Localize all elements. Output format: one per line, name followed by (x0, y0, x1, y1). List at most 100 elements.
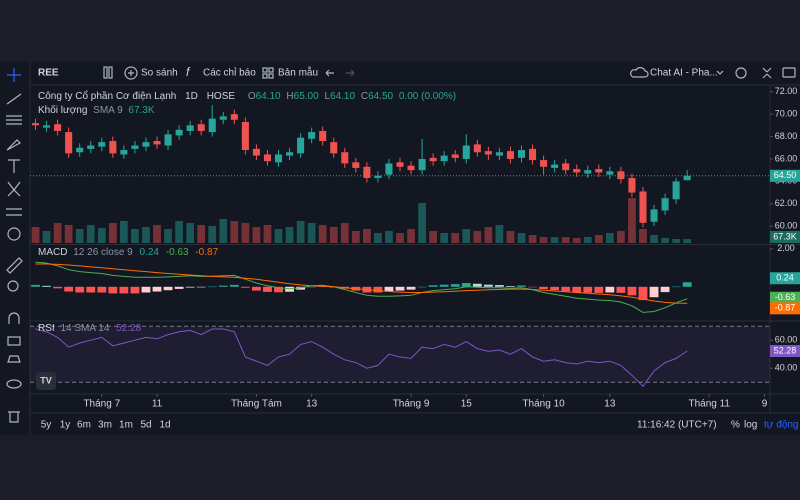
range-button[interactable]: 6m (77, 420, 91, 431)
macd-histogram-bar (572, 286, 582, 293)
ohlc-key: C (361, 91, 368, 102)
candle-body (252, 148, 260, 156)
ohlc-value: 64.10 (330, 91, 355, 102)
percent-toggle[interactable]: % (731, 420, 740, 431)
macd-histogram-bar (384, 286, 394, 292)
volume-bar (31, 227, 40, 243)
rsi-tag-bg (770, 345, 800, 358)
candle-body (308, 132, 316, 139)
crosshair-tool[interactable] (7, 68, 21, 82)
candle-body (197, 124, 205, 131)
indicators-button[interactable]: Các chỉ báo (203, 67, 256, 79)
macd-histogram-bar (42, 285, 51, 287)
macd-histogram-bar (373, 286, 383, 293)
chat-dropdown[interactable] (716, 70, 724, 75)
main-legend: Công ty Cổ phần Cơ điện Lạnh 1D HOSE O64… (38, 90, 456, 102)
volume-bar (318, 225, 327, 243)
compare-icon[interactable] (124, 66, 138, 80)
settings[interactable] (735, 67, 747, 79)
volume-bar (639, 229, 647, 243)
indicators-icon: f (186, 65, 191, 79)
magnet-tool[interactable] (8, 312, 20, 324)
zoom-tool[interactable] (7, 280, 19, 292)
candle-body (418, 158, 426, 171)
candle-body (319, 130, 327, 142)
volume-tag: 67.3K (773, 231, 797, 241)
volume-bar (97, 228, 106, 243)
volume-legend: Khối lượng SMA 9 67.3K (38, 104, 155, 116)
delete-tool[interactable] (8, 411, 20, 423)
log-toggle[interactable]: log (744, 420, 757, 431)
candle-body (142, 142, 150, 147)
candle-body (186, 125, 194, 131)
snapshot[interactable] (782, 67, 796, 78)
ruler-tool[interactable] (6, 257, 23, 274)
volume-bar (462, 229, 471, 243)
range-button[interactable]: 1m (119, 420, 133, 431)
candle-body (606, 171, 614, 175)
icons-tool[interactable] (7, 227, 21, 241)
volume-bar (219, 219, 228, 243)
candle-body (175, 129, 183, 136)
compare-button[interactable]: So sánh (141, 68, 178, 79)
templates-button[interactable]: Bản mẫu (278, 66, 318, 79)
lock-drawings[interactable] (7, 355, 21, 363)
macd-histogram-bar (539, 286, 548, 290)
range-button[interactable]: 5d (140, 420, 151, 431)
rsi-value: 52.28 (116, 323, 141, 334)
drawing-tools (6, 68, 23, 423)
candle-body (43, 125, 51, 128)
redo[interactable] (346, 69, 355, 77)
volume-bar (418, 203, 426, 243)
volume-bar (120, 221, 128, 243)
volume-bar (53, 223, 62, 243)
candle-body (385, 163, 393, 175)
symbol[interactable]: REE (38, 68, 59, 79)
macd-histogram-bar (649, 286, 659, 298)
pattern-tool[interactable] (7, 181, 21, 197)
range-button[interactable]: 1d (159, 420, 170, 431)
macd-hist-tag-bg (770, 272, 800, 285)
candle-body (529, 148, 537, 161)
lock-tool[interactable] (7, 336, 21, 346)
candle-body (407, 165, 415, 171)
macd-params: 12 26 close 9 (73, 247, 133, 258)
text-tool[interactable] (8, 159, 20, 173)
volume-bar (473, 231, 482, 243)
macd-histogram-bar (638, 286, 648, 301)
macd-histogram-bar (141, 286, 151, 293)
fib-tool[interactable] (6, 115, 22, 125)
trendline-tool[interactable] (6, 93, 22, 105)
ohlc-value: 65.00 (294, 91, 319, 102)
volume-name: Khối lượng (38, 104, 87, 116)
y-tick-label: 68.00 (775, 131, 798, 141)
ohlc-value: 64.10 (256, 91, 281, 102)
fullscreen[interactable] (762, 67, 772, 79)
candle-body (484, 151, 492, 155)
cloud-icon (630, 67, 649, 78)
brush-tool[interactable] (6, 139, 21, 151)
volume-bar (583, 237, 592, 243)
prediction-tool[interactable] (6, 208, 22, 216)
range-button[interactable]: 3m (98, 420, 112, 431)
volume-bar (108, 223, 117, 243)
signal-tag-bg (770, 302, 800, 315)
interval-icon[interactable] (103, 66, 113, 79)
macd-histogram-bar (461, 283, 471, 287)
range-button[interactable]: 5y (41, 420, 52, 431)
rsi-name: RSI (38, 323, 55, 334)
price-tag-bg (770, 169, 800, 182)
macd-histogram-bar (119, 286, 129, 294)
macd-histogram-bar (550, 286, 560, 291)
plot-area: Tháng 7 11 Tháng Tám 13 Tháng 9 15 Tháng 10 13 T… (30, 86, 800, 410)
range-button[interactable]: 1y (60, 420, 71, 431)
undo[interactable] (325, 69, 334, 77)
volume-bar (407, 229, 415, 243)
x-tick-label: 9 (762, 399, 768, 410)
hide-tool[interactable] (6, 379, 22, 389)
auto-toggle[interactable]: tự động (764, 420, 799, 431)
macd-histogram-bar (494, 285, 504, 287)
ohlc-key: L (324, 91, 330, 102)
macd-histogram-bar (108, 286, 118, 294)
chat-button[interactable]: Chat AI - Pha... (650, 68, 718, 79)
